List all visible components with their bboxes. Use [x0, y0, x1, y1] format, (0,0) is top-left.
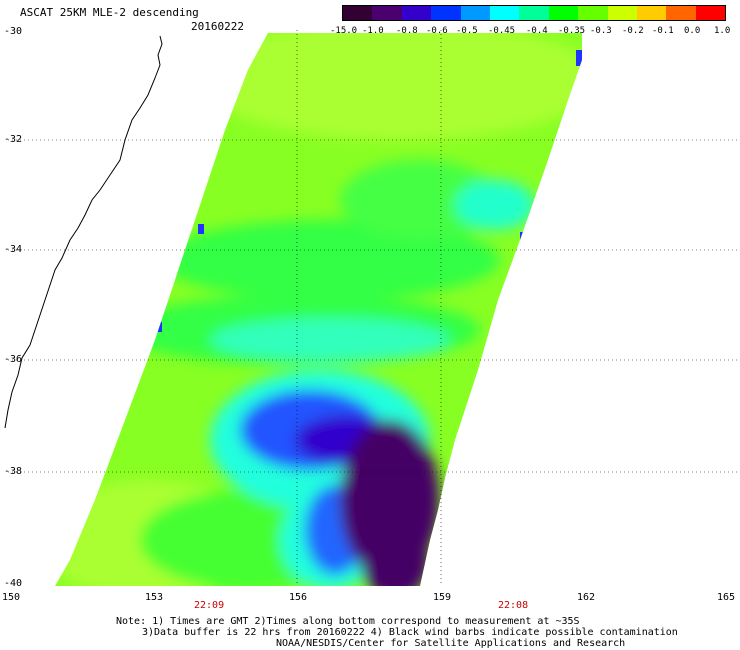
- colorbar-tick: -1.0: [362, 26, 384, 36]
- lat-label: -38: [4, 466, 23, 477]
- colorbar-cell: [401, 6, 432, 20]
- note-line-3: NOAA/NESDIS/Center for Satellite Applica…: [276, 638, 626, 649]
- colorbar-cell: [519, 6, 549, 20]
- lon-label: 159: [433, 592, 452, 603]
- colorbar-cell: [460, 6, 490, 20]
- colorbar-cell: [489, 6, 520, 20]
- lat-label: -40: [4, 578, 23, 589]
- swath: [55, 33, 582, 586]
- lon-label: 156: [289, 592, 308, 603]
- cyan-patch-right: [455, 180, 535, 230]
- colorbar-cell: [548, 6, 579, 20]
- note-line-1: Note: 1) Times are GMT 2)Times along bot…: [116, 616, 580, 627]
- lon-label: 162: [577, 592, 596, 603]
- colorbar-ticks: -15.0 -1.0 -0.8 -0.6 -0.5 -0.45 -0.4 -0.…: [330, 26, 740, 38]
- colorbar-tick: -0.3: [590, 26, 612, 36]
- colorbar-tick: -0.45: [488, 26, 516, 36]
- colorbar-tick: -0.5: [456, 26, 478, 36]
- lon-label: 150: [2, 592, 21, 603]
- coastline: [4, 35, 163, 429]
- time-label: 22:08: [498, 600, 529, 611]
- swath-features: [55, 33, 582, 586]
- colorbar-tick: -0.8: [396, 26, 418, 36]
- colorbar-cell: [636, 6, 667, 20]
- colorbar-tick: -0.1: [652, 26, 674, 36]
- colorbar-tick: -0.4: [526, 26, 548, 36]
- cyan-patch-mid: [210, 318, 450, 362]
- lat-label: -32: [4, 134, 23, 145]
- yellow-green-top: [200, 33, 582, 140]
- lon-gridlines: [296, 30, 442, 586]
- colorbar-tick: 0.0: [684, 26, 701, 36]
- map-date: 20160222: [191, 20, 244, 33]
- blue-cell: [576, 50, 582, 66]
- blue-cell: [198, 224, 204, 234]
- colorbar-tick: -0.6: [426, 26, 448, 36]
- colorbar-cell: [578, 6, 608, 20]
- colorbar-cell: [343, 6, 373, 20]
- colorbar-tick: -15.0: [330, 26, 358, 36]
- colorbar-cell: [695, 6, 726, 20]
- colorbar-tick: -0.35: [558, 26, 586, 36]
- colorbar-tick: -0.2: [622, 26, 644, 36]
- green-band-1: [160, 220, 500, 300]
- purple-core-2: [360, 520, 430, 586]
- lat-label: -30: [4, 26, 23, 37]
- lat-label: -34: [4, 244, 23, 255]
- colorbar-cell: [431, 6, 461, 20]
- colorbar-tick: 1.0: [714, 26, 731, 36]
- note-line-2: 3)Data buffer is 22 hrs from 20160222 4)…: [142, 627, 678, 638]
- time-label: 22:09: [194, 600, 225, 611]
- green-band-3: [340, 160, 500, 240]
- map-title: ASCAT 25KM MLE-2 descending: [20, 6, 199, 19]
- blue-cell: [520, 232, 526, 240]
- colorbar-cell: [666, 6, 696, 20]
- lon-label: 165: [717, 592, 736, 603]
- lat-label: -36: [4, 354, 23, 365]
- colorbar-cell: [607, 6, 637, 20]
- colorbar: [342, 5, 726, 21]
- blue-cell: [156, 322, 162, 332]
- colorbar-cell: [372, 6, 402, 20]
- lon-label: 153: [145, 592, 164, 603]
